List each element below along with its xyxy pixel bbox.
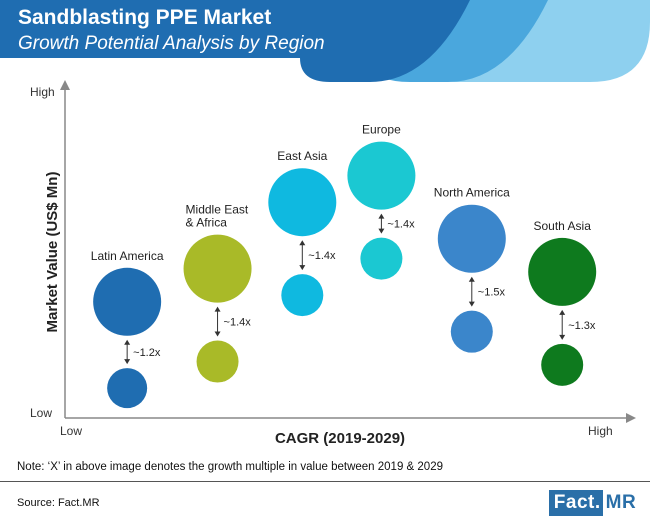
growth-multiple-middle-east-africa: ~1.4x [224,317,252,329]
y-tick-high: High [30,85,55,99]
region-label-middle-east-africa-1: & Africa [186,216,228,230]
growth-arrowhead-europe-0 [378,213,385,219]
header-shapes [0,0,650,82]
header-dark-band [0,0,470,82]
growth-multiple-europe: ~1.4x [387,219,415,231]
region-label-middle-east-africa-0: Middle East [186,203,249,217]
y-tick-low: Low [30,406,52,420]
y-axis-label: Market Value (US$ Mn) [44,172,61,333]
bubble-2019-north-america [450,310,493,353]
growth-multiple-south-asia: ~1.3x [568,320,596,332]
source-text: Source: Fact.MR [17,497,100,509]
x-tick-low: Low [60,424,82,438]
bubble-2029-east-asia [268,168,337,237]
growth-arrowhead-latin-america-1 [124,359,131,365]
region-label-east-asia: East Asia [277,149,327,163]
bubble-2029-north-america [437,204,506,273]
region-label-south-asia: South Asia [534,219,592,233]
growth-arrowhead-east-asia-1 [299,265,306,271]
bubble-2019-europe [360,237,403,280]
brand-part1: Fact. [548,490,603,516]
footnote: Note: ‘X’ in above image denotes the gro… [17,461,443,473]
bubble-2019-east-asia [281,274,324,317]
bubbles-group: ~1.2x Latin America ~1.4x Middle East& Afri… [91,123,597,409]
growth-arrowhead-north-america-1 [468,301,475,307]
growth-multiple-east-asia: ~1.4x [308,250,336,262]
page-title: Sandblasting PPE Market [18,6,272,29]
brand-part2: MR [605,492,637,513]
region-label-europe: Europe [362,123,401,137]
header-banner: Sandblasting PPE Market Growth Potential… [0,0,650,82]
region-label-north-america: North America [434,186,510,200]
bubble-2029-latin-america [93,267,162,336]
x-axis-arrow [626,413,636,423]
bubble-2029-europe [347,141,416,210]
growth-arrowhead-east-asia-0 [299,240,306,246]
brand-logo: Fact. MR [548,488,640,518]
growth-arrowhead-middle-east-africa-0 [214,306,221,312]
x-axis-label: CAGR (2019-2029) [275,430,405,447]
growth-arrowhead-latin-america-0 [124,339,131,345]
axes [60,80,636,423]
bubble-chart: High Low Low High CAGR (2019-2029) Marke… [30,80,636,447]
bubble-2019-south-asia [541,343,584,386]
growth-multiple-latin-america: ~1.2x [133,347,161,359]
growth-multiple-north-america: ~1.5x [478,287,506,299]
bubble-2019-middle-east-africa [196,340,239,383]
growth-arrowhead-north-america-0 [468,276,475,282]
bubble-2029-south-asia [528,237,597,306]
growth-arrowhead-south-asia-0 [559,309,566,315]
growth-arrowhead-europe-1 [378,228,385,234]
page-subtitle: Growth Potential Analysis by Region [18,33,325,54]
divider [0,481,650,482]
x-tick-high: High [588,424,613,438]
bubble-2029-middle-east-africa [183,234,252,303]
y-axis-arrow [60,80,70,90]
growth-arrowhead-middle-east-africa-1 [214,331,221,337]
region-label-latin-america: Latin America [91,249,164,263]
bubble-2019-latin-america [107,368,148,409]
growth-arrowhead-south-asia-1 [559,334,566,340]
